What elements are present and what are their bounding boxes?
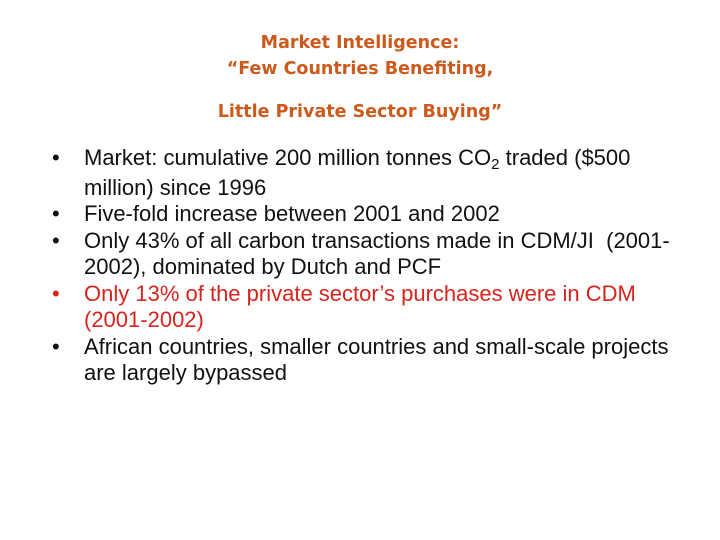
bullet-text: Only 43% of all carbon transactions made…: [84, 227, 670, 280]
bullet-icon: •: [52, 333, 60, 359]
bullet-icon: •: [52, 201, 60, 226]
bullet-text: Five-fold increase between 2001 and 2002: [84, 201, 500, 226]
bullet-text: Only 13% of the private sector’s purchas…: [84, 280, 636, 333]
bullet-item-private-sector: • Only 13% of the private sector’s purcha…: [52, 281, 702, 334]
bullet-text-after-subscript: traded ($500 million) since 1996: [84, 145, 631, 200]
bullet-list: • Market: cumulative 200 million tonnes C…: [52, 145, 702, 387]
bullet-icon: •: [52, 280, 60, 306]
bullet-text: African countries, smaller countries and…: [84, 333, 669, 386]
bullet-item-bypassed: • African countries, smaller countries an…: [52, 334, 702, 387]
bullet-icon: •: [52, 145, 60, 170]
slide-title-line-1: Market Intelligence:: [260, 33, 460, 53]
bullet-item-five-fold: • Five-fold increase between 2001 and 200…: [52, 201, 702, 228]
co2-subscript: 2: [491, 156, 500, 173]
bullet-text-before-subscript: Market: cumulative 200 million tonnes CO: [84, 145, 492, 170]
slide-title-line-3: Little Private Sector Buying”: [217, 102, 503, 122]
bullet-item-market: • Market: cumulative 200 million tonnes C…: [52, 145, 702, 201]
bullet-item-cdm-ji-share: • Only 43% of all carbon transactions mad…: [52, 228, 702, 281]
slide-title-line-2: “Few Countries Benefiting,: [226, 59, 494, 79]
bullet-icon: •: [52, 227, 60, 253]
